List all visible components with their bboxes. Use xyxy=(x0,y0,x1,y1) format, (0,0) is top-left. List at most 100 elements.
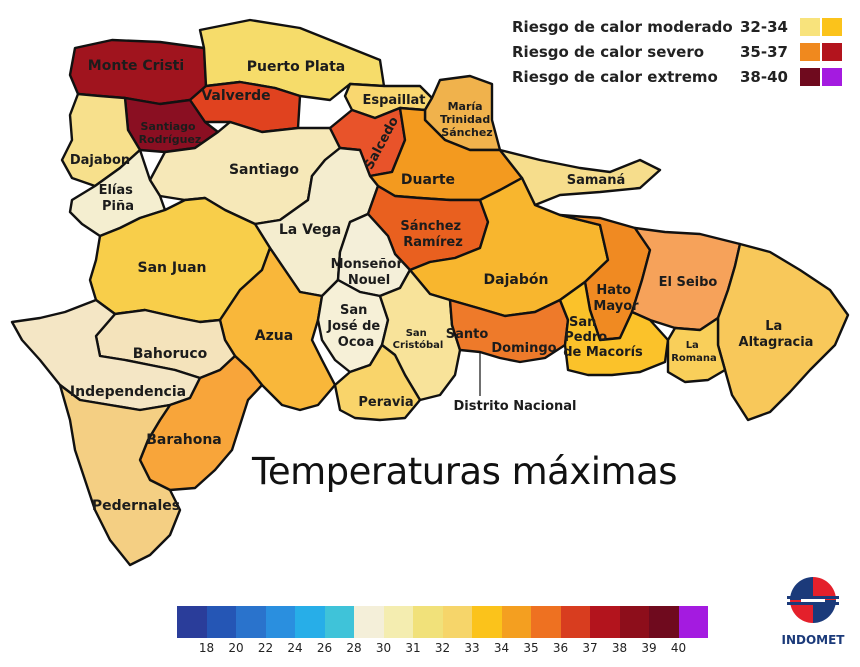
label-lr-line-2: Romana xyxy=(671,353,717,364)
label-san-pedro-de-macoris: San Pedro de Macorís xyxy=(563,315,643,360)
scale-cell xyxy=(560,606,590,638)
label-sjo-line-2: José de xyxy=(326,319,380,334)
legend-range: 35-37 xyxy=(740,42,788,61)
scale-cell xyxy=(413,606,443,638)
scale-tick-label: 35 xyxy=(523,641,539,655)
legend-row-severe: Riesgo de calor severo 35-37 xyxy=(512,39,842,64)
province-santo-domingo xyxy=(448,298,570,364)
scale-cell xyxy=(324,606,354,638)
label-sc-line-2: Cristóbal xyxy=(393,339,444,351)
scale-tick-label: 32 xyxy=(434,641,451,655)
label-santo: Santo xyxy=(446,327,489,342)
scale-tick-label: 24 xyxy=(287,641,303,655)
scale-cell xyxy=(619,606,649,638)
label-dajabon-central: Dajabón xyxy=(484,272,549,288)
label-independencia: Independencia xyxy=(70,384,186,400)
label-elias-pina: Elías Piña xyxy=(99,183,138,214)
scale-cell xyxy=(442,606,472,638)
label-hm-line-1: Hato xyxy=(596,283,631,298)
scale-tick-label: 26 xyxy=(316,641,333,655)
label-espaillat: Espaillat xyxy=(362,93,425,108)
label-distrito-nacional: Distrito Nacional xyxy=(454,399,577,414)
label-san-jose-de-ocoa: San José de Ocoa xyxy=(326,303,385,350)
legend-label: Riesgo de calor extremo xyxy=(512,67,718,86)
province-pedernales xyxy=(58,383,182,567)
scale-cell xyxy=(177,606,207,638)
label-san-juan: San Juan xyxy=(138,260,207,276)
label-srz-line-1: Sánchez xyxy=(400,219,461,234)
scale-tick-label: 36 xyxy=(552,641,569,655)
legend-swatch xyxy=(822,42,842,61)
label-valverde: Valverde xyxy=(201,88,270,104)
label-sanchez-ramirez: Sánchez Ramírez xyxy=(400,219,465,250)
indomet-emblem-icon xyxy=(787,577,839,623)
legend-swatch xyxy=(800,42,820,61)
label-hm-line-2: Mayor xyxy=(593,299,639,314)
indomet-logo: INDOMET xyxy=(778,574,848,647)
label-hato-mayor: Hato Mayor xyxy=(593,283,639,314)
label-sc-line-1: San xyxy=(406,328,427,339)
label-la-vega: La Vega xyxy=(279,222,341,238)
legend-label: Riesgo de calor moderado xyxy=(512,17,733,36)
scale-tick-label: 20 xyxy=(228,641,244,655)
label-la-line-2: Altagracia xyxy=(739,335,814,350)
label-srz-line-2: Ramírez xyxy=(403,235,463,250)
province-peravia xyxy=(333,343,422,422)
legend-row-moderate: Riesgo de calor moderado 32-34 xyxy=(512,14,842,39)
scale-cell xyxy=(590,606,620,638)
label-pedernales: Pedernales xyxy=(92,498,180,514)
label-sjo-line-3: Ocoa xyxy=(338,335,374,350)
label-lr-line-1: La xyxy=(686,340,699,351)
scale-tick-label: 33 xyxy=(464,641,480,655)
legend-swatch xyxy=(822,17,842,36)
risk-legend: Riesgo de calor moderado 32-34 Riesgo de… xyxy=(512,14,842,89)
scale-tick-label: 31 xyxy=(405,641,421,655)
legend-swatch xyxy=(800,17,820,36)
label-samana: Samaná xyxy=(567,173,625,188)
legend-swatch xyxy=(822,67,842,86)
label-mn-line-1: Monseñor xyxy=(331,257,404,272)
scale-tick-label: 22 xyxy=(257,641,274,655)
label-barahona: Barahona xyxy=(146,432,221,448)
label-monsenor-nouel: Monseñor Nouel xyxy=(331,257,408,288)
scale-tick-label: 18 xyxy=(198,641,215,655)
scale-cell xyxy=(206,606,236,638)
label-mts-line-2: Trinidad xyxy=(440,113,490,126)
label-spm-line-1: San xyxy=(569,315,596,330)
label-mts-line-1: María xyxy=(448,100,483,113)
label-sr-line-2: Rodríguez xyxy=(139,133,202,146)
label-ep-line-1: Elías xyxy=(99,183,134,198)
label-peravia: Peravia xyxy=(358,395,413,410)
scale-tick-label: 37 xyxy=(582,641,598,655)
label-ep-line-2: Piña xyxy=(102,199,134,214)
label-el-seibo: El Seibo xyxy=(659,275,718,290)
label-dajabon-west: Dajabon xyxy=(70,153,130,168)
scale-color-bar xyxy=(177,606,708,638)
scale-cell xyxy=(531,606,561,638)
label-monte-cristi: Monte Cristi xyxy=(88,58,184,74)
label-santiago-rodriguez: Santiago Rodríguez xyxy=(139,120,202,146)
scale-cell xyxy=(678,606,708,638)
label-bahoruco: Bahoruco xyxy=(133,346,208,362)
label-spm-line-2: Pedro xyxy=(564,330,607,345)
temperature-scale: 18 20 22 24 26 28 30 31 32 33 34 35 36 37 38 39 40 xyxy=(177,606,708,659)
scale-cell xyxy=(383,606,413,638)
label-sjo-line-1: San xyxy=(340,303,367,318)
scale-tick-label: 38 xyxy=(611,641,628,655)
scale-tick-label: 39 xyxy=(641,641,657,655)
label-maria-trinidad-sanchez: María Trinidad Sánchez xyxy=(440,100,494,139)
label-azua: Azua xyxy=(255,328,293,344)
label-domingo: Domingo xyxy=(491,341,556,356)
scale-tick-label: 40 xyxy=(670,641,687,655)
legend-row-extreme: Riesgo de calor extremo 38-40 xyxy=(512,64,842,89)
scale-tick-label: 28 xyxy=(346,641,362,655)
province-la-altagracia xyxy=(716,242,850,422)
province-la-romana xyxy=(666,316,727,384)
label-sr-line-1: Santiago xyxy=(141,120,197,133)
scale-cell xyxy=(472,606,502,638)
scale-cell xyxy=(236,606,266,638)
scale-tick-labels: 18 20 22 24 26 28 30 31 32 33 34 35 36 37 38 39 40 xyxy=(177,641,708,659)
label-mn-line-2: Nouel xyxy=(348,273,390,288)
